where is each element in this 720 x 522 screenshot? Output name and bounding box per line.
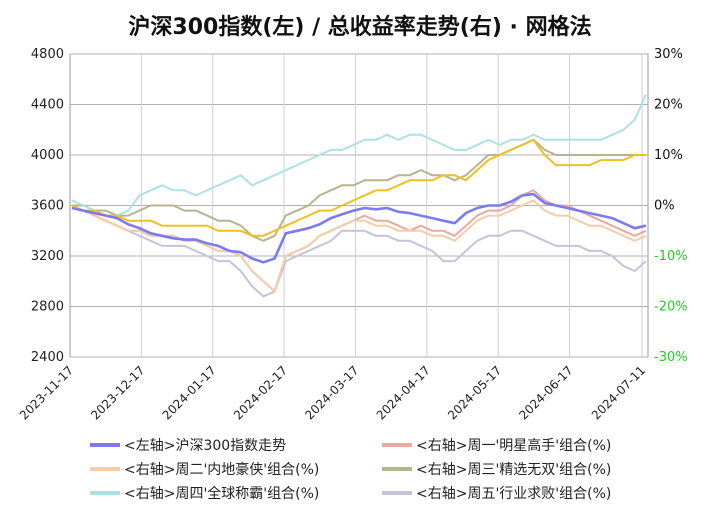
left-tick-label: 2800 (31, 300, 64, 315)
right-tick-label: -10% (654, 249, 688, 264)
left-tick-label: 4400 (31, 98, 64, 113)
series-line-0 (71, 192, 647, 264)
right-tick-label: 10% (654, 148, 683, 163)
x-tick-label: 2024-01-17 (160, 363, 219, 422)
x-tick-label: 2024-07-11 (589, 363, 648, 422)
right-tick-label: -30% (654, 350, 688, 365)
x-tick-label: 2023-12-17 (88, 363, 147, 422)
series-line-4 (71, 93, 647, 217)
x-axis-ticks: 2023-11-17 2023-12-17 2024-01-17 2024-02-17… (17, 363, 648, 422)
x-tick-label: 2023-11-17 (17, 363, 76, 422)
x-tick-label: 2024-05-17 (445, 363, 504, 422)
left-tick-label: 3600 (31, 199, 64, 214)
right-axis-ticks: -30% -20% -10% 0% 10% 20% 30% (654, 47, 688, 365)
right-tick-label: 20% (654, 98, 683, 113)
legend-label: <左轴>沪深300指数走势 (124, 438, 286, 454)
legend-label: <右轴>周三'精选无双'组合(%) (416, 462, 611, 478)
right-tick-label: 30% (654, 47, 683, 62)
x-tick-label: 2024-03-17 (302, 363, 361, 422)
series-line-5 (71, 204, 647, 298)
legend: <左轴>沪深300指数走势 <右轴>周一'明星高手'组合(%) <右轴>周二'内地豪… (90, 437, 611, 502)
legend-label: <右轴>周二'内地豪侠'组合(%) (124, 462, 319, 478)
legend-label: <右轴>周一'明星高手'组合(%) (416, 437, 611, 454)
right-tick-label: -20% (654, 300, 688, 315)
legend-label: <右轴>周五'行业求败'组合(%) (416, 486, 611, 502)
series-line-3 (72, 138, 646, 242)
x-tick-label: 2024-04-17 (374, 363, 433, 422)
left-tick-label: 4000 (31, 148, 64, 163)
left-axis-ticks: 2400 2800 3200 3600 4000 4400 4800 (31, 47, 64, 365)
left-tick-label: 4800 (31, 47, 64, 62)
series-lines (71, 93, 647, 298)
left-tick-label: 2400 (31, 350, 64, 365)
series-line-6 (71, 138, 646, 237)
x-tick-label: 2024-02-17 (231, 363, 290, 422)
left-tick-label: 3200 (31, 249, 64, 264)
chart-title: 沪深300指数(左) / 总收益率走势(右) · 网格法 (128, 14, 591, 40)
right-tick-label: 0% (654, 199, 675, 214)
x-tick-label: 2024-06-17 (516, 363, 575, 422)
legend-label: <右轴>周四'全球称霸'组合(%) (124, 485, 319, 502)
